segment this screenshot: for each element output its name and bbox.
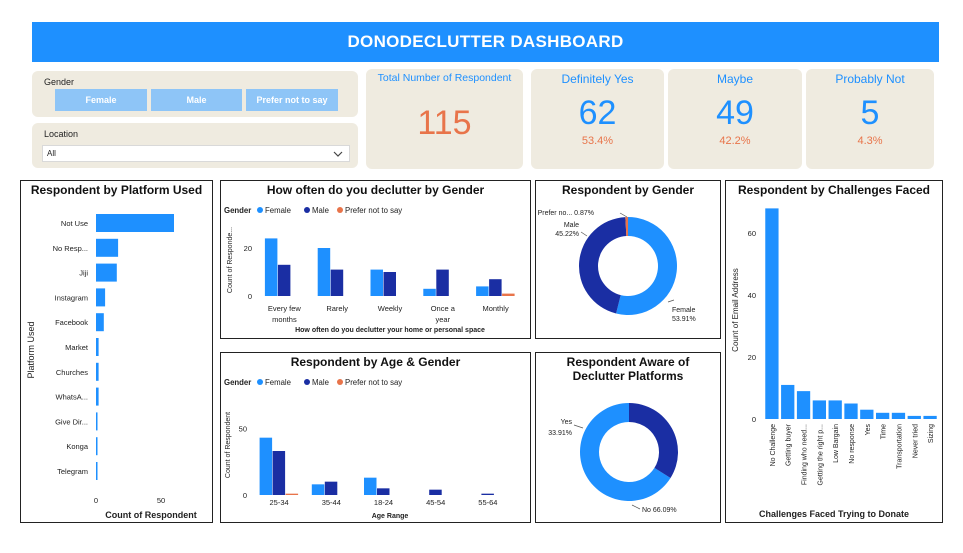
chevron-down-icon — [333, 151, 343, 157]
gender-option-prefer-not[interactable]: Prefer not to say — [246, 89, 338, 111]
platform-chart-title: Respondent by Platform Used — [30, 183, 203, 197]
dashboard-title: DONODECLUTTER DASHBOARD — [32, 22, 939, 62]
kpi-probably-not-label: Probably Not — [835, 72, 905, 86]
kpi-definitely-yes-pct: 53.4% — [581, 135, 614, 147]
challenges-chart-panel: Respondent by Challenges Faced — [725, 180, 943, 523]
frequency-chart-title: How often do you declutter by Gender — [266, 183, 485, 197]
kpi-probably-not-card: Probably Not 5 4.3% — [806, 69, 934, 169]
kpi-definitely-yes-value: 62 — [578, 94, 617, 132]
location-slicer-title: Location — [44, 129, 79, 139]
kpi-total-value: 115 — [417, 104, 472, 142]
location-dropdown-value: All — [47, 149, 56, 158]
gender-slicer-title: Gender — [44, 77, 75, 87]
aware-pie-panel: Respondent Aware of Declutter Platforms — [535, 352, 721, 523]
kpi-maybe-pct: 42.2% — [719, 135, 751, 147]
platform-chart-panel: Respondent by Platform Used — [20, 180, 213, 523]
kpi-probably-not-pct: 4.3% — [857, 135, 883, 147]
kpi-definitely-yes-label: Definitely Yes — [561, 72, 634, 86]
kpi-maybe-value: 49 — [716, 94, 754, 132]
gender-pie-title: Respondent by Gender — [561, 183, 695, 197]
kpi-total-label: Total Number of Respondent — [377, 72, 512, 84]
kpi-definitely-yes-card: Definitely Yes 62 53.4% — [531, 69, 664, 169]
age-chart-title: Respondent by Age & Gender — [290, 355, 461, 369]
gender-option-male[interactable]: Male — [151, 89, 242, 111]
frequency-chart-panel: How often do you declutter by Gender — [220, 180, 531, 339]
age-chart-panel: Respondent by Age & Gender — [220, 352, 531, 523]
kpi-total-card: Total Number of Respondent 115 — [366, 69, 523, 169]
kpi-maybe-card: Maybe 49 42.2% — [668, 69, 802, 169]
location-dropdown[interactable]: All — [42, 145, 350, 162]
kpi-probably-not-value: 5 — [860, 94, 880, 132]
kpi-maybe-label: Maybe — [716, 72, 754, 86]
gender-option-female[interactable]: Female — [55, 89, 147, 111]
challenges-chart-title: Respondent by Challenges Faced — [737, 183, 931, 197]
aware-pie-title: Respondent Aware of Declutter Platforms — [566, 355, 690, 383]
gender-pie-panel: Respondent by Gender — [535, 180, 721, 339]
